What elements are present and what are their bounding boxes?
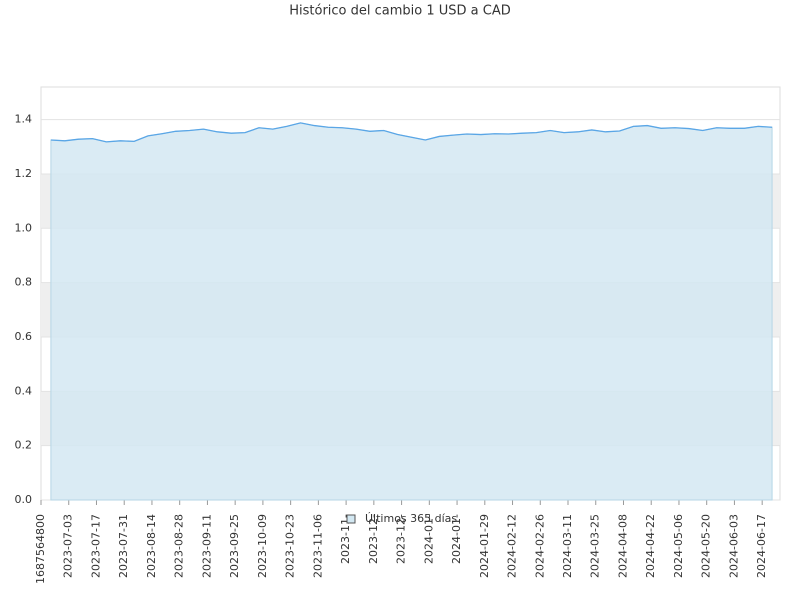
x-tick-label: 2023-07-31 xyxy=(117,514,130,578)
y-tick-label: 0.2 xyxy=(15,439,33,452)
x-tick-label: 2023-07-03 xyxy=(62,514,75,578)
y-tick-label: 0.0 xyxy=(15,493,33,506)
x-tick-label: 2023-11-06 xyxy=(311,514,324,578)
y-tick-label: 1.2 xyxy=(15,167,33,180)
x-tick-label: 2024-01- xyxy=(450,514,463,564)
x-tick-label: 2023-09-25 xyxy=(228,514,241,578)
x-tick-label: 2024-01-29 xyxy=(478,514,491,578)
x-tick-label: 1687564800 xyxy=(34,514,47,584)
x-tick-label: 2024-06-03 xyxy=(727,514,740,578)
x-tick-label: 2023-11- xyxy=(339,514,352,564)
x-tick-label: 2023-08-14 xyxy=(145,514,158,578)
x-tick-label: 2023-07-17 xyxy=(89,514,102,578)
x-tick-label: 2023-09-11 xyxy=(200,514,213,578)
x-tick-label: 2024-01- xyxy=(422,514,435,564)
x-tick-label: 2023-10-09 xyxy=(256,514,269,578)
area xyxy=(50,122,773,501)
x-tick-label: 2024-05-20 xyxy=(700,514,713,578)
legend-swatch xyxy=(346,514,356,524)
chart-title: Histórico del cambio 1 USD a CAD xyxy=(289,4,511,19)
x-tick-label: 2024-03-11 xyxy=(561,514,574,578)
y-tick-label: 0.8 xyxy=(15,276,33,289)
y-tick-label: 1.0 xyxy=(15,221,33,234)
y-tick-label: 0.4 xyxy=(15,384,33,397)
x-tick-label: 2024-06-17 xyxy=(755,514,768,578)
legend-label: Últimos 365 días xyxy=(365,512,457,525)
x-tick-label: 2024-02-26 xyxy=(533,514,546,578)
x-tick-label: 2023-08-28 xyxy=(173,514,186,578)
x-tick-label: 2023-12- xyxy=(367,514,380,564)
x-tick-label: 2023-12- xyxy=(395,514,408,564)
x-tick-label: 2024-02-12 xyxy=(506,514,519,578)
x-tick-label: 2023-10-23 xyxy=(284,514,297,578)
x-tick-label: 2024-04-08 xyxy=(616,514,629,578)
y-tick-label: 0.6 xyxy=(15,330,33,343)
x-tick-label: 2024-05-06 xyxy=(672,514,685,578)
y-tick-label: 1.4 xyxy=(15,113,33,126)
line xyxy=(50,122,773,143)
x-tick-label: 2024-03-25 xyxy=(589,514,602,578)
x-tick-label: 2024-04-22 xyxy=(644,514,657,578)
